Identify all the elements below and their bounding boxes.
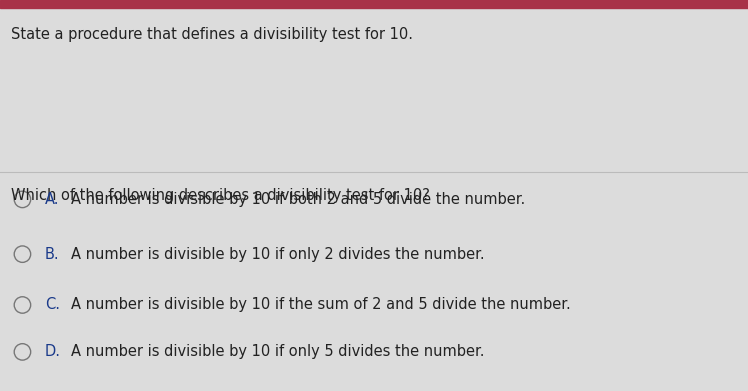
Text: State a procedure that defines a divisibility test for 10.: State a procedure that defines a divisib…: [11, 27, 413, 42]
Text: A number is divisible by 10 if the sum of 2 and 5 divide the number.: A number is divisible by 10 if the sum o…: [71, 298, 571, 312]
Text: B.: B.: [45, 247, 60, 262]
Text: Which of the following describes a divisibility test for 10?: Which of the following describes a divis…: [11, 188, 430, 203]
Text: A number is divisible by 10 if only 2 divides the number.: A number is divisible by 10 if only 2 di…: [71, 247, 485, 262]
Text: A number is divisible by 10 if both 2 and 5 divide the number.: A number is divisible by 10 if both 2 an…: [71, 192, 525, 207]
Text: D.: D.: [45, 344, 61, 359]
Text: A.: A.: [45, 192, 59, 207]
Text: C.: C.: [45, 298, 60, 312]
Text: A number is divisible by 10 if only 5 divides the number.: A number is divisible by 10 if only 5 di…: [71, 344, 485, 359]
